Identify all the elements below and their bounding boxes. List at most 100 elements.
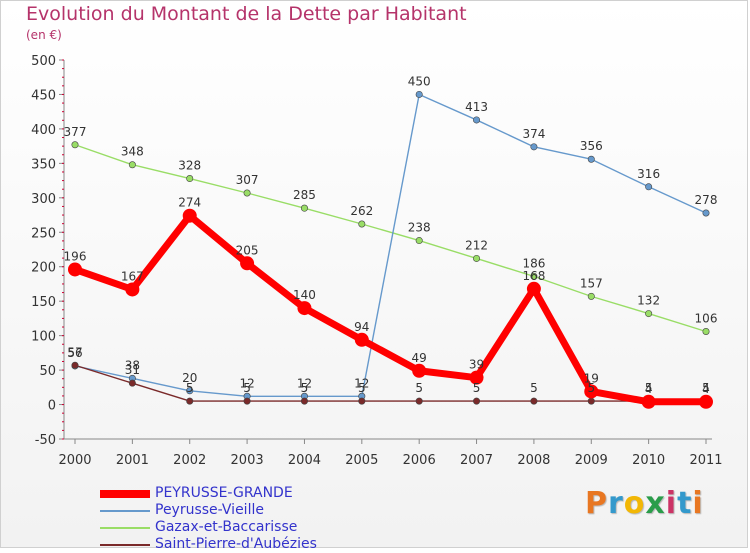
data-point bbox=[530, 272, 538, 280]
data-label: 450 bbox=[408, 74, 431, 88]
data-point bbox=[645, 183, 653, 191]
data-label: 5 bbox=[587, 381, 595, 395]
legend-swatch bbox=[100, 544, 150, 546]
data-label: 132 bbox=[637, 294, 660, 308]
x-tick-label: 2011 bbox=[689, 453, 722, 468]
x-tick-label: 2001 bbox=[116, 453, 149, 468]
data-label: 5 bbox=[186, 381, 194, 395]
legend-label: Gazax-et-Baccarisse bbox=[155, 519, 298, 535]
y-tick-label: -50 bbox=[35, 433, 56, 448]
logo-letter: x bbox=[645, 486, 666, 521]
data-point bbox=[473, 116, 481, 124]
data-label: 196 bbox=[64, 249, 87, 263]
data-point bbox=[68, 262, 82, 277]
data-point bbox=[358, 397, 366, 405]
data-point bbox=[297, 301, 312, 316]
data-label: 212 bbox=[465, 238, 488, 252]
data-point bbox=[186, 387, 194, 395]
legend-item: Peyrusse-Vieille bbox=[100, 502, 430, 519]
data-label: 19 bbox=[584, 371, 599, 385]
proxiti-logo: Proxiti bbox=[585, 486, 704, 521]
data-point bbox=[71, 361, 79, 369]
y-tick-label: 400 bbox=[31, 123, 56, 138]
data-label: 186 bbox=[522, 256, 545, 270]
x-tick-label: 2003 bbox=[231, 453, 264, 468]
legend-label: Peyrusse-Vieille bbox=[155, 502, 264, 518]
data-point bbox=[128, 379, 136, 387]
data-label: 157 bbox=[580, 276, 603, 290]
chart-subtitle: (en €) bbox=[26, 28, 62, 42]
legend-item: Saint-Pierre-d'Aubézies bbox=[100, 536, 430, 553]
data-point bbox=[530, 143, 538, 151]
x-tick-label: 2009 bbox=[575, 453, 608, 468]
data-label: 167 bbox=[121, 269, 144, 283]
x-tick-label: 2002 bbox=[173, 453, 206, 468]
data-label: 5 bbox=[243, 381, 251, 395]
data-point bbox=[473, 254, 481, 262]
data-label: 5 bbox=[530, 381, 538, 395]
data-label: 49 bbox=[412, 351, 427, 365]
x-tick-label: 2000 bbox=[58, 453, 91, 468]
x-tick-label: 2008 bbox=[517, 453, 550, 468]
data-label: 274 bbox=[178, 196, 201, 210]
data-point bbox=[473, 397, 481, 405]
legend-item: Gazax-et-Baccarisse bbox=[100, 519, 430, 536]
logo-letter: r bbox=[608, 486, 624, 521]
data-point bbox=[412, 363, 427, 378]
data-label: 278 bbox=[695, 193, 718, 207]
data-label: 12 bbox=[354, 376, 369, 390]
data-label: 12 bbox=[239, 376, 254, 390]
data-label: 356 bbox=[580, 139, 603, 153]
data-point bbox=[699, 394, 713, 409]
y-tick-label: 200 bbox=[31, 261, 56, 276]
data-label: 374 bbox=[522, 127, 545, 141]
x-tick-label: 2007 bbox=[460, 453, 493, 468]
logo-letter: P bbox=[585, 486, 608, 521]
data-label: 328 bbox=[178, 159, 201, 173]
data-label: 94 bbox=[354, 320, 369, 334]
data-label: 5 bbox=[473, 381, 481, 395]
data-point bbox=[354, 332, 369, 347]
data-label: 316 bbox=[637, 167, 660, 181]
data-label: 5 bbox=[645, 381, 653, 395]
data-label: 4 bbox=[645, 382, 653, 396]
y-tick-label: 150 bbox=[31, 295, 56, 310]
data-label: 5 bbox=[301, 381, 309, 395]
data-point bbox=[240, 256, 255, 271]
y-tick-label: 50 bbox=[39, 364, 56, 379]
data-label: 307 bbox=[236, 173, 259, 187]
data-label: 56 bbox=[67, 346, 82, 360]
y-tick-label: 250 bbox=[31, 226, 56, 241]
series-line-1 bbox=[74, 93, 707, 397]
data-label: 4 bbox=[702, 382, 710, 396]
legend-swatch bbox=[100, 527, 150, 529]
data-point bbox=[415, 90, 423, 98]
data-label: 413 bbox=[465, 100, 488, 114]
y-tick-label: 500 bbox=[31, 54, 56, 69]
data-label: 39 bbox=[469, 358, 484, 372]
x-tick-label: 2006 bbox=[403, 453, 436, 468]
series-line-3 bbox=[74, 364, 706, 402]
data-label: 31 bbox=[125, 363, 140, 377]
data-point bbox=[71, 141, 79, 149]
data-point bbox=[358, 220, 366, 228]
y-tick-label: 300 bbox=[31, 192, 56, 207]
data-point bbox=[526, 281, 541, 296]
legend-label: Saint-Pierre-d'Aubézies bbox=[155, 536, 317, 552]
data-label: 348 bbox=[121, 145, 144, 159]
legend-swatch bbox=[100, 490, 150, 498]
data-label: 5 bbox=[702, 381, 710, 395]
data-label: 168 bbox=[522, 269, 545, 283]
data-point bbox=[186, 175, 194, 183]
data-point bbox=[587, 292, 595, 300]
legend-swatch bbox=[100, 510, 150, 512]
data-point bbox=[182, 208, 197, 223]
legend-item: PEYRUSSE-GRANDE bbox=[100, 485, 430, 502]
data-label: 140 bbox=[293, 288, 316, 302]
data-point bbox=[186, 397, 194, 405]
data-label: 38 bbox=[125, 358, 140, 372]
data-point bbox=[702, 209, 710, 217]
series-line-2 bbox=[74, 144, 707, 333]
